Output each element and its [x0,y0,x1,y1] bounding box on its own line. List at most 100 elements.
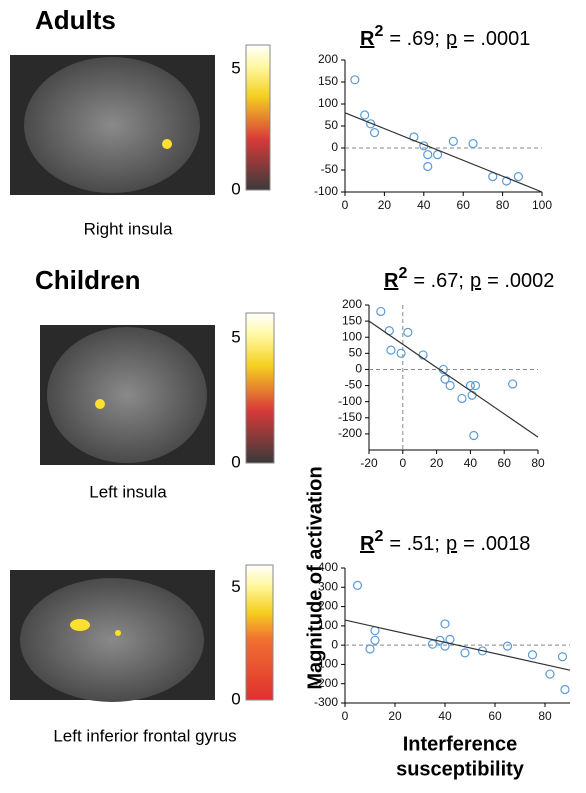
x-tick-label: 20 [378,198,392,212]
colorbar [245,564,274,701]
x-tick-label: 20 [388,709,402,723]
data-point [469,430,479,441]
data-point [366,119,376,129]
data-point [465,380,475,391]
data-point [513,172,523,182]
colorbar-tick-label: 5 [231,327,240,346]
x-tick-label: 0 [342,709,349,723]
y-tick-label: 100 [318,96,338,110]
colorbar-tick-label: 5 [231,59,240,78]
data-point [427,639,438,649]
data-point [370,635,380,645]
data-point [457,393,467,404]
p-value: = .0002 [487,270,554,292]
r-label: R [360,533,375,555]
brain-image [10,55,215,195]
data-point [557,652,568,662]
data-point [502,641,513,651]
r-label: R [384,270,399,292]
y-tick-label: 300 [318,579,338,593]
data-point [403,327,413,337]
data-point [386,345,396,355]
x-tick-label: 40 [438,709,452,723]
colorbar-tick-label: 0 [231,179,240,198]
data-point [545,669,555,679]
p-label: p [470,270,481,292]
data-point [477,646,488,656]
x-tick-label: 20 [430,456,444,470]
x-tick-label: -20 [360,456,378,470]
r-value: = .67; [413,270,464,292]
r-label: R [360,28,375,50]
x-tick-label: 60 [488,709,502,723]
data-point [468,139,478,149]
data-point [369,128,380,138]
y-tick-label: -50 [345,378,363,392]
r-value: = .51; [389,533,440,555]
data-point [440,619,450,629]
x-tick-label: 60 [457,198,471,212]
data-point [350,75,360,85]
colorbar-tick-label: 5 [231,577,240,596]
x-axis-label: Interference [403,733,518,755]
region-label: Left insula [89,482,167,501]
brain-image [10,570,215,702]
y-tick-label: 50 [349,346,363,360]
y-tick-label: -150 [338,410,362,424]
y-tick-label: 150 [318,74,338,88]
x-axis-label: susceptibility [396,758,525,780]
data-point [352,580,363,590]
r-exponent: 2 [374,528,383,545]
p-value: = .0001 [463,28,530,50]
y-tick-label: 0 [355,362,362,376]
x-tick-label: 80 [538,709,552,723]
r-exponent: 2 [398,265,407,282]
data-point [365,644,375,654]
y-tick-label: -200 [314,676,338,690]
y-tick-label: -100 [314,184,338,198]
data-point [445,380,455,391]
x-tick-label: 40 [464,456,478,470]
colorbar [245,312,275,464]
y-tick-label: 150 [342,313,362,327]
data-point [448,136,458,146]
section-title: Children [35,265,140,295]
y-axis-label: Magnitude of activation [304,466,326,689]
data-point [423,161,433,172]
colorbar [245,44,271,191]
y-tick-label: 200 [342,297,362,311]
x-tick-label: 60 [498,456,512,470]
y-tick-label: -200 [338,426,362,440]
fit-line [344,112,543,193]
y-tick-label: 400 [318,560,338,574]
fit-line [368,320,539,438]
y-tick-label: 50 [325,118,339,132]
data-point [423,150,433,160]
x-tick-label: 100 [532,198,552,212]
r-value: = .69; [389,28,440,50]
y-tick-label: 0 [331,637,338,651]
y-tick-label: 200 [318,52,338,66]
chart-title: R2 = .67; p = .0002 [384,265,554,292]
data-point [460,648,470,658]
y-tick-label: -100 [314,657,338,671]
x-tick-label: 80 [531,456,545,470]
y-tick-label: -300 [314,695,338,709]
data-point [376,306,386,317]
colorbar-tick-label: 0 [231,689,240,708]
x-tick-label: 0 [399,456,406,470]
fit-line [344,619,571,671]
data-point [396,348,406,358]
data-point [432,150,443,160]
region-label: Left inferior frontal gyrus [53,726,236,745]
section-title: Adults [35,5,116,35]
y-tick-label: 100 [342,329,362,343]
colorbar-tick-label: 0 [231,452,240,471]
y-tick-label: 200 [318,599,338,613]
y-tick-label: -50 [321,162,339,176]
chart-title: R2 = .69; p = .0001 [360,23,530,50]
region-label: Right insula [84,219,173,238]
y-tick-label: -100 [338,394,362,408]
data-point [527,650,538,660]
